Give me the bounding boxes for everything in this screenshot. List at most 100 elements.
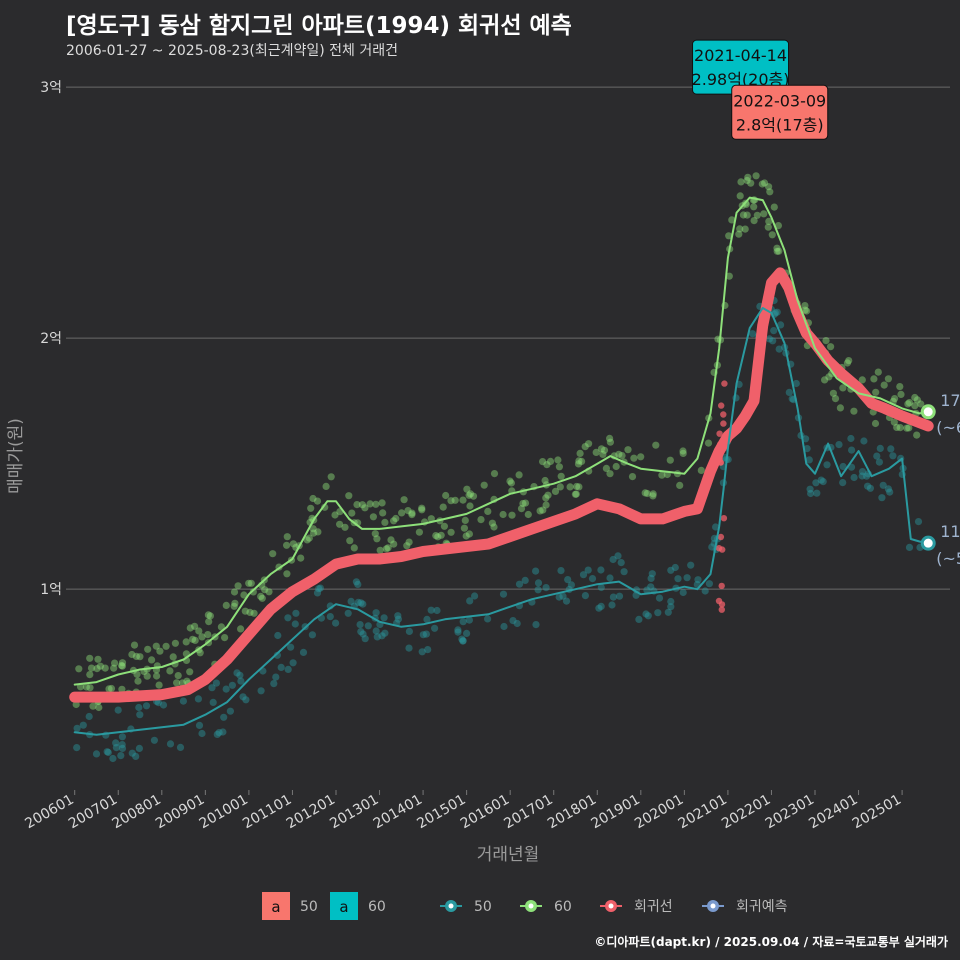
scatter-point bbox=[542, 584, 550, 592]
scatter-point bbox=[313, 497, 322, 505]
scatter-point bbox=[250, 609, 258, 617]
x-tick-label: 201301 bbox=[327, 792, 381, 833]
scatter-point bbox=[307, 504, 315, 512]
scatter-point bbox=[615, 592, 624, 600]
scatter-point bbox=[752, 172, 760, 180]
scatter-point bbox=[245, 579, 253, 587]
scatter-point bbox=[289, 540, 297, 548]
scatter-point bbox=[169, 653, 177, 661]
scatter-point bbox=[154, 699, 162, 707]
scatter-point bbox=[206, 612, 214, 620]
x-tick-label: 202001 bbox=[632, 792, 686, 833]
scatter-point bbox=[198, 633, 206, 641]
legend-label: 50 bbox=[474, 899, 492, 915]
y-axis-title: 매매가(원) bbox=[6, 418, 26, 494]
scatter-point bbox=[442, 491, 450, 500]
scatter-point bbox=[135, 744, 143, 753]
scatter-point bbox=[107, 684, 116, 693]
scatter-point bbox=[671, 563, 679, 572]
scatter-point bbox=[345, 492, 353, 500]
scatter-point bbox=[500, 622, 508, 631]
x-tick-label: 202301 bbox=[763, 792, 817, 833]
scatter-point bbox=[427, 515, 435, 523]
scatter-point bbox=[237, 677, 245, 685]
end-label-60-unit: (~60㎡) bbox=[936, 418, 960, 437]
scatter-point bbox=[405, 538, 413, 546]
scatter-point bbox=[112, 739, 120, 747]
scatter-point bbox=[230, 602, 238, 610]
scatter-point bbox=[876, 444, 884, 452]
scatter-point bbox=[309, 494, 317, 503]
scatter-point bbox=[609, 593, 618, 601]
scatter-point bbox=[891, 395, 899, 403]
scatter-point bbox=[765, 217, 773, 225]
scatter-point bbox=[739, 211, 748, 219]
scatter-point bbox=[521, 576, 529, 585]
scatter-point bbox=[896, 383, 904, 391]
scatter-point bbox=[766, 188, 774, 196]
scatter-point bbox=[415, 528, 423, 536]
chart-title: [영도구] 동삼 함지그린 아파트(1994) 회귀선 예측 bbox=[66, 13, 572, 39]
scatter-point bbox=[715, 545, 723, 552]
scatter-point bbox=[913, 431, 921, 439]
scatter-point bbox=[572, 490, 580, 498]
scatter-point bbox=[156, 647, 164, 655]
scatter-point bbox=[233, 669, 241, 677]
scatter-point bbox=[316, 584, 324, 592]
scatter-point bbox=[725, 272, 733, 280]
scatter-point bbox=[592, 448, 600, 456]
scatter-point bbox=[600, 446, 609, 454]
scatter-point bbox=[332, 619, 340, 627]
scatter-point bbox=[566, 483, 574, 491]
callout-date: 2022-03-09 bbox=[733, 91, 826, 110]
scatter-point bbox=[667, 566, 675, 574]
scatter-point bbox=[564, 576, 572, 584]
scatter-point bbox=[542, 494, 550, 502]
scatter-point bbox=[237, 625, 245, 633]
scatter-point bbox=[743, 176, 751, 185]
scatter-point bbox=[567, 581, 576, 589]
scatter-point bbox=[439, 503, 447, 511]
scatter-point bbox=[118, 733, 126, 741]
scatter-point bbox=[376, 546, 384, 554]
scatter-point bbox=[189, 635, 197, 643]
scatter-point bbox=[104, 748, 112, 757]
legend: a 50 a 60 50 60 회귀선 회귀예측 bbox=[262, 892, 788, 920]
scatter-point bbox=[914, 518, 923, 526]
scatter-point bbox=[424, 646, 432, 654]
scatter-point bbox=[697, 466, 705, 474]
scatter-point bbox=[829, 389, 838, 397]
scatter-point bbox=[459, 618, 467, 626]
scatter-point bbox=[314, 528, 322, 536]
scatter-point bbox=[728, 216, 736, 224]
scatter-point bbox=[886, 488, 894, 496]
scatter-point bbox=[774, 222, 783, 230]
scatter-point bbox=[803, 445, 811, 453]
scatter-point bbox=[718, 402, 725, 409]
x-axis-title: 거래년월 bbox=[477, 845, 540, 865]
scatter-point bbox=[465, 616, 473, 624]
scatter-point bbox=[269, 550, 277, 558]
scatter-point bbox=[534, 586, 542, 594]
scatter-point bbox=[459, 637, 467, 645]
scatter-point bbox=[750, 203, 758, 211]
scatter-point bbox=[89, 702, 97, 710]
scatter-point bbox=[819, 478, 827, 486]
scatter-point bbox=[381, 518, 389, 527]
end-label-50-unit: (~50㎡) bbox=[936, 549, 960, 568]
scatter-point bbox=[394, 612, 402, 620]
scatter-point bbox=[515, 580, 524, 588]
scatter-point bbox=[112, 744, 120, 752]
scatter-point bbox=[806, 485, 814, 493]
scatter-point bbox=[208, 684, 216, 692]
scatter-point bbox=[95, 703, 103, 712]
series-50-line bbox=[73, 307, 930, 736]
scatter-point bbox=[617, 559, 625, 567]
scatter-point bbox=[612, 462, 620, 471]
scatter-point bbox=[230, 588, 239, 596]
scatter-point bbox=[705, 580, 714, 588]
legend-label: 60 bbox=[554, 899, 572, 915]
legend-swatch-key: a bbox=[339, 898, 348, 916]
scatter-point bbox=[683, 574, 691, 582]
